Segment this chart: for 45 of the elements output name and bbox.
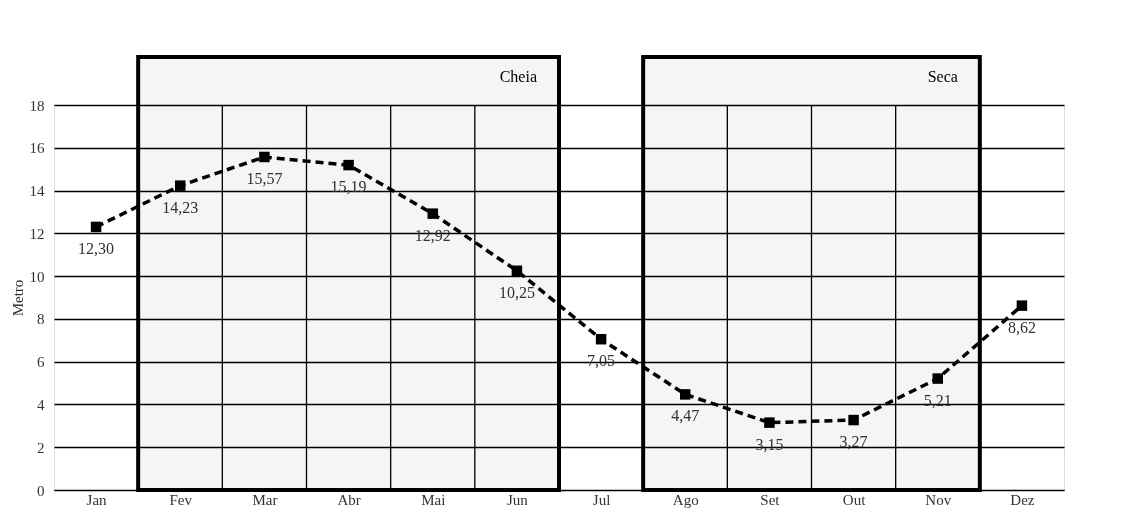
point [932,373,943,384]
band-label: Seca [927,68,958,85]
y-tick-label: 16 [29,140,45,157]
x-tick-label: Jan [86,491,108,508]
point [848,414,859,426]
point [90,221,102,233]
y-tick-label: 4 [37,396,45,413]
point [511,265,523,277]
x-tick-label: Mai [421,491,446,508]
x-tick-label: Jul [592,491,611,508]
x-tick-label: Abr [337,491,361,508]
data-label: 15,57 [246,169,283,187]
data-label: 14,23 [162,198,199,216]
data-label: 4,47 [671,407,700,425]
x-tick-label: Mar [252,491,278,508]
y-tick-label: 10 [29,268,45,285]
x-tick-label: Fev [169,491,193,508]
point [427,208,438,219]
point [595,333,607,345]
data-label: 8,62 [1007,318,1036,336]
y-tick-label: 14 [29,183,45,200]
band-label: Cheia [499,68,537,85]
data-label: 10,25 [498,283,535,301]
point [175,180,186,191]
x-tick-label: Ago [672,491,699,508]
y-tick-label: 2 [37,439,45,456]
point [764,417,775,428]
y-tick-label: 6 [37,354,45,371]
x-tick-label: Dez [1010,491,1035,508]
y-tick-label: 18 [29,97,45,114]
x-tick-label: Jun [506,491,529,508]
y-tick-label: 12 [29,225,45,242]
data-label: 12,30 [78,239,115,257]
x-tick-label: Nov [925,491,952,508]
data-label: 3,27 [839,433,868,451]
data-label: 15,19 [330,178,367,196]
x-tick-label: Set [760,491,781,508]
y-tick-label: 0 [37,482,45,499]
point [680,389,691,400]
point [1016,300,1028,311]
y-tick-label: 8 [37,311,45,328]
x-tick-label: Out [842,491,867,508]
y-axis-title: Metro [9,279,26,317]
point [343,159,354,171]
point [259,151,270,163]
